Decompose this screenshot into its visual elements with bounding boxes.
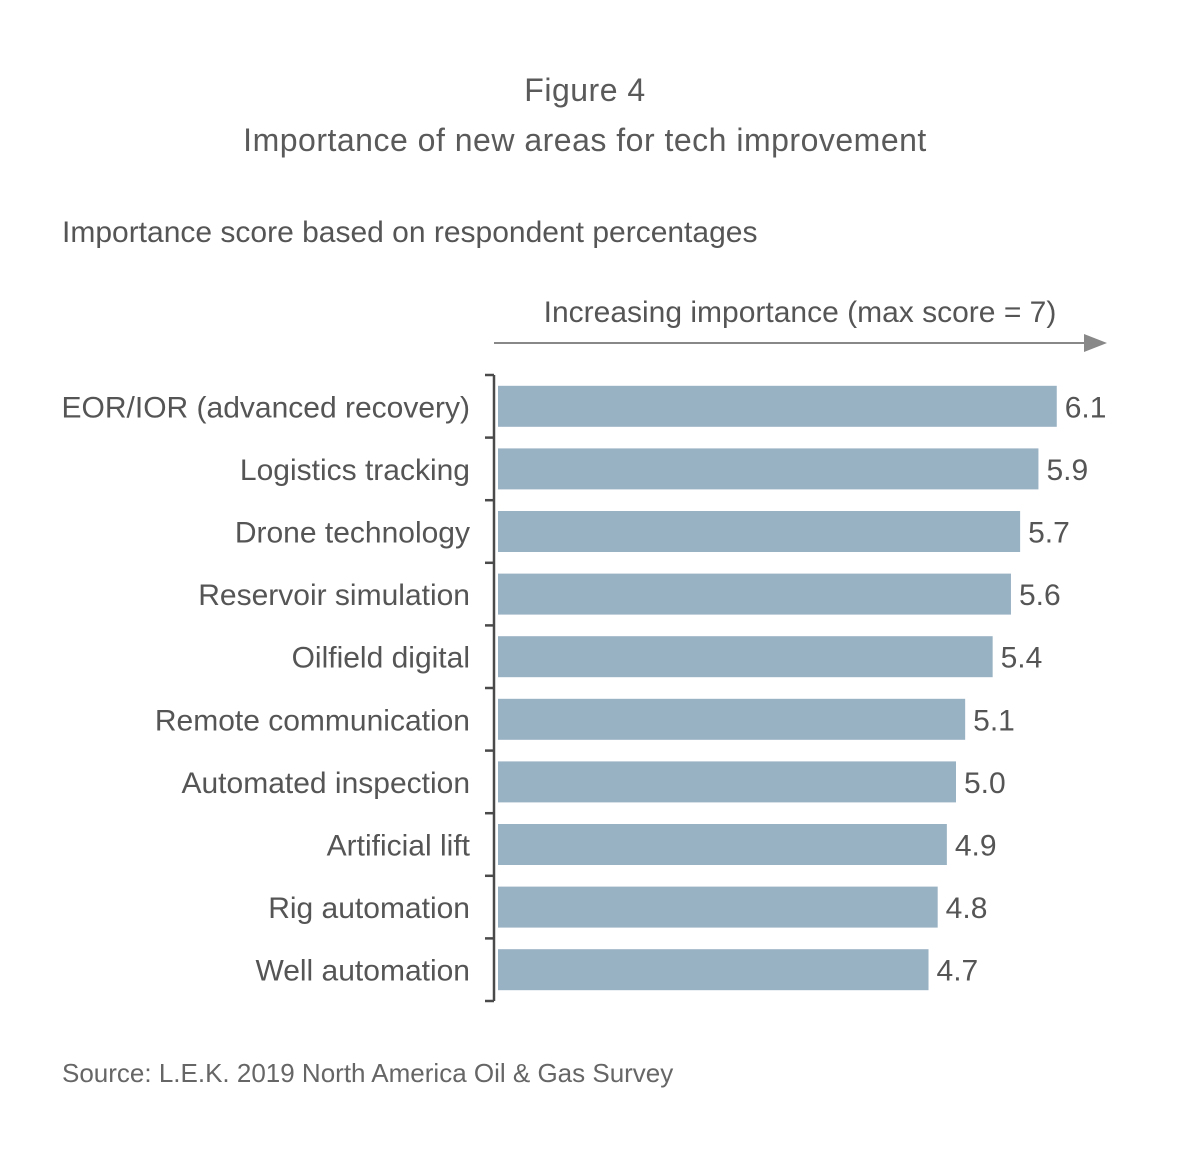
data-label: 5.7 xyxy=(1028,517,1070,550)
bar xyxy=(498,636,993,678)
category-label: Well automation xyxy=(255,955,470,988)
importance-arrow-icon xyxy=(1084,334,1107,352)
data-label: 5.4 xyxy=(1001,642,1043,675)
chart-subtitle: Importance score based on respondent per… xyxy=(62,216,758,249)
data-label: 5.6 xyxy=(1019,579,1061,612)
chart-title: Importance of new areas for tech improve… xyxy=(243,122,927,158)
data-label: 4.9 xyxy=(955,830,997,863)
bar xyxy=(498,698,966,740)
category-label: Rig automation xyxy=(268,892,470,925)
data-label: 4.8 xyxy=(946,892,988,925)
data-label: 5.0 xyxy=(964,767,1006,800)
bar xyxy=(498,385,1057,427)
category-label: Automated inspection xyxy=(181,767,470,800)
category-label: Logistics tracking xyxy=(240,454,470,487)
category-label: Reservoir simulation xyxy=(198,579,470,612)
bar xyxy=(498,573,1011,615)
category-label: Remote communication xyxy=(155,704,470,737)
data-label: 4.7 xyxy=(937,955,979,988)
category-label: EOR/IOR (advanced recovery) xyxy=(62,391,470,424)
data-label: 6.1 xyxy=(1065,391,1107,424)
bar xyxy=(498,761,956,803)
source-note: Source: L.E.K. 2019 North America Oil & … xyxy=(62,1058,674,1088)
bar xyxy=(498,511,1021,552)
category-label: Artificial lift xyxy=(327,830,471,863)
bar-chart: Increasing importance (max score = 7) EO… xyxy=(62,296,1107,1003)
bar xyxy=(498,949,929,991)
bar xyxy=(498,448,1039,490)
figure-label: Figure 4 xyxy=(524,72,646,108)
bar xyxy=(498,886,938,928)
category-label: Drone technology xyxy=(235,517,470,550)
bar xyxy=(498,824,947,865)
axis-note: Increasing importance (max score = 7) xyxy=(544,296,1057,329)
data-label: 5.1 xyxy=(973,704,1015,737)
data-label: 5.9 xyxy=(1046,454,1088,487)
category-label: Oilfield digital xyxy=(292,642,470,675)
